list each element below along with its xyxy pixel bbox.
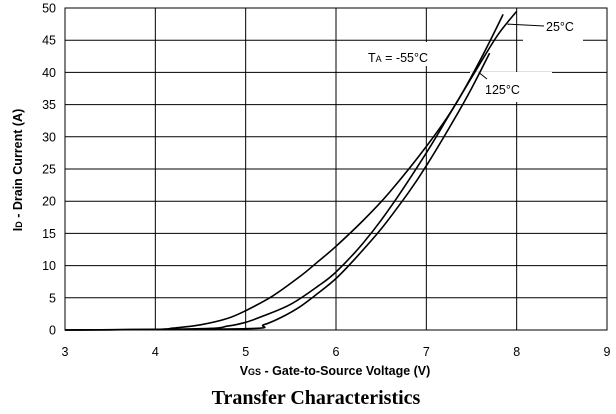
y-tick-label: 45 [42,34,56,48]
x-tick-label: 4 [152,345,159,359]
x-tick-label: 3 [62,345,69,359]
y-tick-label: 35 [42,98,56,112]
chart-title: Transfer Characteristics [212,387,421,409]
y-tick-label: 0 [49,324,56,338]
label-gap-25c [523,10,583,44]
plot-frame [64,7,608,331]
y-tick-label: 15 [42,227,56,241]
label-subscript: A [376,54,382,64]
label-gap-55c [358,42,470,66]
y-tick-label: 30 [42,130,56,144]
y-tick-label: 25 [42,163,56,177]
label-125c: 125°C [485,83,520,97]
leader-line [507,23,545,27]
y-tick-label: 5 [49,291,56,305]
x-tick-label: 6 [333,345,340,359]
x-axis-label: VGS - Gate-to-Source Voltage (V) [240,364,431,378]
x-tick-label: 5 [242,345,249,359]
y-tick-label: 40 [42,66,56,80]
label-text: = -55°C [382,51,428,65]
y-tick-labels: 0 5 10 15 20 25 30 35 40 45 50 [42,2,56,338]
x-tick-label: 8 [513,345,520,359]
label-25c: 25°C [546,20,574,34]
y-tick-label: 10 [42,259,56,273]
y-tick-label: 20 [42,195,56,209]
label-gap-125c [470,72,552,102]
x-tick-label: 9 [604,345,611,359]
grid [65,8,607,330]
series-line-minus55c [64,14,504,331]
series-line-125c [64,52,491,331]
series-line-25c [64,10,518,331]
annotations: TA = -55°C 25°C 125°C [368,20,574,97]
leader-line [478,72,488,80]
label-minus55c: TA = -55°C [368,51,428,65]
label-prefix: T [368,51,376,65]
y-axis-label: ID - Drain Current (A) [11,109,25,231]
x-tick-labels: 3 4 5 6 7 8 9 [62,345,611,359]
series-lines [64,10,518,331]
y-tick-label: 50 [42,2,56,16]
x-tick-label: 7 [423,345,430,359]
